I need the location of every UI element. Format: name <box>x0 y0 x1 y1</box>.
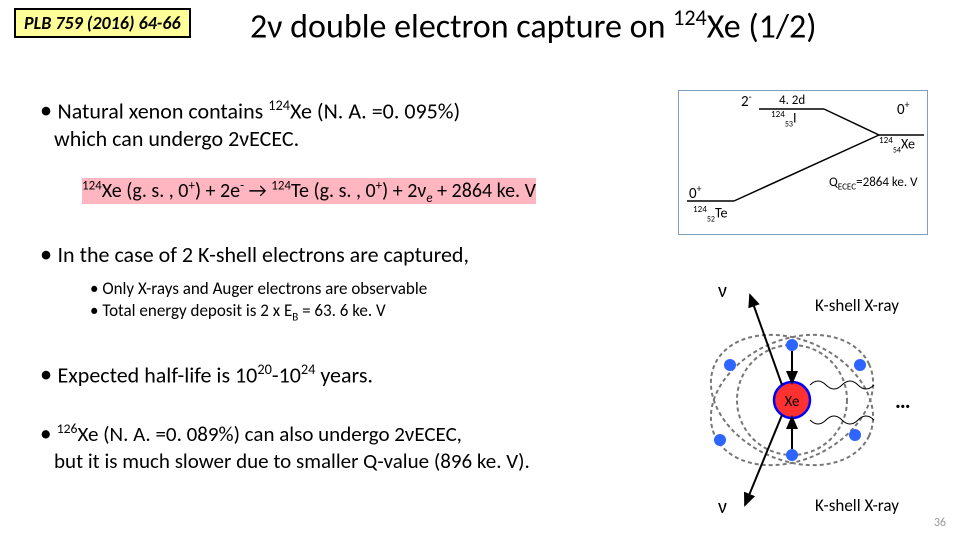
dx-x: Xe <box>901 136 915 153</box>
sub-bullet-xrays-auger: Only X-rays and Auger electrons are obse… <box>90 278 427 299</box>
b1-line2: which can undergo 2νECEC. <box>54 125 299 152</box>
dx-a: 124 <box>879 135 893 146</box>
decay-tellurium: 12452Te <box>693 204 727 224</box>
page-title: 2ν double electron capture on 124Xe (1/2… <box>250 4 817 47</box>
b3-post: years. <box>315 361 373 388</box>
rx-arrow: → <box>244 179 271 203</box>
dq-b: =2864 ke. V <box>856 175 917 190</box>
decay-scheme-box: 2- 4. 2d 0+ 12453I 12454Xe 0+ 12452Te QE… <box>678 90 928 235</box>
title-iso: Xe (1/2) <box>707 6 817 47</box>
sb1-text: Only X-rays and Auger electrons are obse… <box>102 278 427 299</box>
b3-mid: -10 <box>272 361 301 388</box>
b1-line1a: Natural xenon contains <box>58 97 269 124</box>
decay-2minus: 2- <box>741 91 752 111</box>
dx-z: 54 <box>893 145 901 155</box>
reaction-equation: 124Xe (g. s. , 0+) + 2e- → 124Te (g. s. … <box>82 178 536 206</box>
decay-0plus-bottom: 0+ <box>689 183 701 203</box>
title-pre: 2ν double electron capture on <box>250 6 673 47</box>
rx-te-sup: 124 <box>271 178 291 193</box>
rx-q: + 2864 ke. V <box>433 179 536 203</box>
b2-text: In the case of 2 K-shell electrons are c… <box>58 241 469 268</box>
reference-text: PLB 759 (2016) 64-66 <box>24 12 181 34</box>
neutrino-label-top: ν <box>718 279 727 303</box>
reference-citation: PLB 759 (2016) 64-66 <box>14 8 191 38</box>
d0pt-s: + <box>905 99 910 111</box>
ellipsis-dots: … <box>895 387 911 414</box>
title-sup: 124 <box>673 4 707 31</box>
b1-sup: 124 <box>268 96 290 114</box>
bullet-half-life: Expected half-life is 1020-1024 years. <box>40 360 373 389</box>
rx-xe-tail: ) + 2e <box>195 179 240 203</box>
decay-0plus-top: 0+ <box>897 99 909 119</box>
dt-t: Te <box>715 205 728 222</box>
bullet-kshell-capture: In the case of 2 K-shell electrons are c… <box>40 240 469 269</box>
b4-a: Xe (N. A. =0. 089%) can also undergo 2νE… <box>77 421 461 447</box>
d0pb-v: 0 <box>689 185 697 203</box>
di-z: 53 <box>785 119 793 129</box>
sb2-pre: Total energy deposit is 2 x E <box>102 300 292 321</box>
dq-a: Q <box>829 175 838 190</box>
di-i: I <box>793 110 797 127</box>
rx-xe: Xe (g. s. , 0 <box>102 179 189 203</box>
d0pb-s: + <box>697 183 702 195</box>
decay-xenon: 12454Xe <box>879 135 915 155</box>
di-a: 124 <box>771 109 785 120</box>
decay-halflife: 4. 2d <box>779 93 805 108</box>
rx-te: Te (g. s. , 0 <box>291 179 376 203</box>
xray-label-top: K-shell X-ray <box>815 295 899 316</box>
dt-a: 124 <box>693 204 707 215</box>
sb2-post: = 63. 6 ke. V <box>298 300 385 321</box>
dt-z: 52 <box>707 214 715 224</box>
page-number-value: 36 <box>934 516 946 530</box>
b1-line1b: Xe (N. A. =0. 095%) <box>290 97 460 124</box>
decay-iodine: 12453I <box>771 109 796 129</box>
page-number: 36 <box>934 516 946 530</box>
d0pt-v: 0 <box>897 101 905 119</box>
sub-bullet-energy-deposit: Total energy deposit is 2 x EB = 63. 6 k… <box>90 300 386 323</box>
decay-qvalue: QECEC=2864 ke. V <box>829 175 917 193</box>
b4-sup: 126 <box>57 420 78 437</box>
b4-b: but it is much slower due to smaller Q-v… <box>54 448 530 474</box>
rx-xe-sup: 124 <box>82 178 102 193</box>
dq-s: ECEC <box>838 182 856 193</box>
nucleus-label: Xe <box>785 393 800 411</box>
bullet-natural-xenon: Natural xenon contains 124Xe (N. A. =0. … <box>40 96 600 152</box>
b3-sup2: 24 <box>301 360 316 378</box>
b3-pre: Expected half-life is 10 <box>58 361 258 388</box>
decay-2minus-sup: - <box>749 91 752 103</box>
neutrino-label-bottom: ν <box>718 495 727 519</box>
decay-2minus-val: 2 <box>741 93 749 111</box>
rx-te-tail: ) + 2ν <box>382 179 426 203</box>
b3-sup1: 20 <box>257 360 272 378</box>
atom-diagram: Xe ν ν K-shell X-ray K-shell X-ray … <box>660 265 950 525</box>
xray-label-bottom: K-shell X-ray <box>815 495 899 516</box>
bullet-xe126: 126Xe (N. A. =0. 089%) can also undergo … <box>40 420 640 474</box>
